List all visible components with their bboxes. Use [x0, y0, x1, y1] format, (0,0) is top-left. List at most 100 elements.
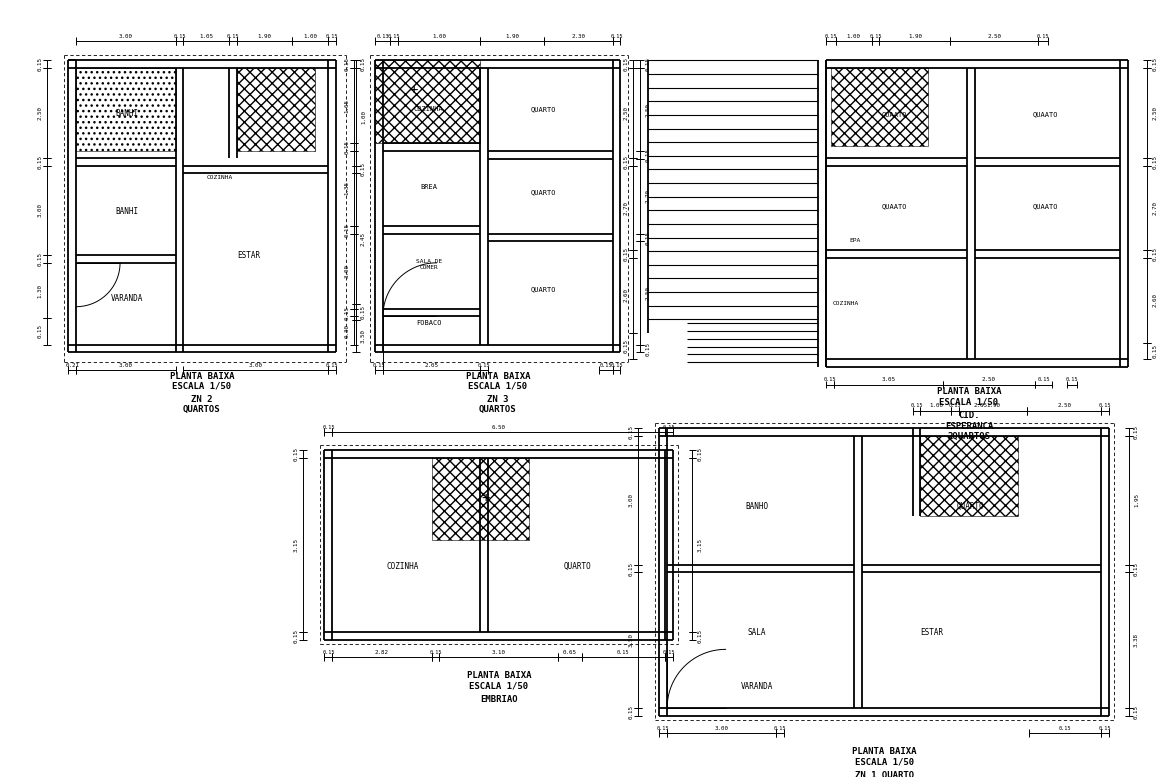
Text: ESPERANCA: ESPERANCA: [945, 422, 994, 430]
Text: 1.00: 1.00: [431, 33, 445, 39]
Text: FOBACO: FOBACO: [416, 320, 442, 326]
Text: 0.15: 0.15: [1059, 726, 1072, 730]
Text: 3.10: 3.10: [492, 650, 506, 655]
Text: 0.15: 0.15: [911, 403, 922, 409]
Text: +: +: [480, 492, 490, 506]
Text: 0.15: 0.15: [37, 325, 43, 339]
Text: 1.35: 1.35: [345, 181, 350, 195]
Text: 0.15: 0.15: [1153, 155, 1157, 169]
Text: 0.15: 0.15: [624, 155, 629, 169]
Text: 0.15: 0.15: [617, 650, 630, 655]
Text: 2.50: 2.50: [988, 33, 1002, 39]
Bar: [831, 68, 928, 146]
Text: QUAATO: QUAATO: [881, 204, 907, 209]
Text: 2.50: 2.50: [37, 106, 43, 120]
Text: 1.90: 1.90: [908, 33, 922, 39]
Text: 0.15: 0.15: [1153, 57, 1157, 71]
Text: 1.90: 1.90: [505, 33, 519, 39]
Text: EPA: EPA: [850, 238, 860, 243]
Text: 0.15: 0.15: [824, 33, 837, 39]
Text: 3.50: 3.50: [629, 633, 634, 647]
Bar: [920, 436, 1018, 516]
Text: 0.15: 0.15: [361, 57, 366, 71]
Text: 0.15: 0.15: [663, 650, 676, 655]
Text: 0.15: 0.15: [373, 363, 386, 368]
Text: 0.15: 0.15: [774, 726, 787, 730]
Text: ESCALA 1/50: ESCALA 1/50: [469, 681, 528, 691]
Text: 1.00: 1.00: [846, 33, 860, 39]
Text: PLANTA BAIXA: PLANTA BAIXA: [466, 671, 531, 680]
Text: 0.21: 0.21: [65, 363, 79, 368]
Text: 3.38: 3.38: [1134, 633, 1139, 647]
Text: 3.00: 3.00: [119, 363, 133, 368]
Text: 3.00: 3.00: [249, 363, 263, 368]
Bar: [237, 68, 314, 151]
Text: BANHO: BANHO: [745, 502, 768, 510]
Text: PLANTA BAIXA: PLANTA BAIXA: [852, 747, 916, 756]
Text: 0.15: 0.15: [478, 363, 491, 368]
Text: 0.15: 0.15: [345, 140, 350, 154]
Text: 1.00: 1.00: [929, 403, 943, 409]
Text: QUAATO: QUAATO: [1032, 111, 1058, 117]
Text: ZN 2: ZN 2: [191, 395, 213, 404]
Text: QUARTOS: QUARTOS: [479, 405, 517, 414]
Text: COZINHA: COZINHA: [832, 301, 858, 306]
Text: 0.15: 0.15: [600, 363, 613, 368]
Text: 2.65: 2.65: [974, 403, 988, 409]
Text: 0.15: 0.15: [610, 363, 623, 368]
Text: 1.00: 1.00: [304, 33, 317, 39]
Text: 2.82: 2.82: [375, 650, 389, 655]
Text: 3.00: 3.00: [37, 204, 43, 218]
Text: SALA: SALA: [747, 629, 766, 637]
Text: 0.15: 0.15: [429, 650, 442, 655]
Text: CID.: CID.: [959, 411, 980, 420]
Text: 0.15: 0.15: [323, 650, 334, 655]
Text: 0.15: 0.15: [293, 447, 299, 461]
Text: QUARTO: QUARTO: [531, 286, 556, 292]
Text: VARANDA: VARANDA: [111, 294, 143, 303]
Text: QUAATO: QUAATO: [1032, 204, 1058, 209]
Text: 0.15: 0.15: [629, 705, 634, 719]
Text: QUARTOS: QUARTOS: [184, 405, 221, 414]
Text: 0.15: 0.15: [1037, 377, 1050, 382]
Text: 0.15: 0.15: [1153, 344, 1157, 358]
Text: 0.15: 0.15: [629, 562, 634, 576]
Text: 1.90: 1.90: [987, 403, 1001, 409]
Text: QUARTO: QUARTO: [957, 502, 984, 510]
Text: ESCALA 1/50: ESCALA 1/50: [855, 758, 914, 766]
Text: 0.15: 0.15: [629, 425, 634, 439]
Text: BREA: BREA: [420, 184, 437, 190]
Text: 0.15: 0.15: [624, 57, 629, 71]
Text: 0.15: 0.15: [227, 33, 240, 39]
Text: ESCALA 1/50: ESCALA 1/50: [940, 397, 998, 406]
Text: QUARTO: QUARTO: [563, 562, 592, 571]
Bar: [375, 61, 480, 143]
Text: QUARTO: QUARTO: [531, 189, 556, 195]
Text: 2.60: 2.60: [1153, 294, 1157, 308]
Text: 2.50: 2.50: [982, 377, 996, 382]
Text: 2.30: 2.30: [572, 33, 586, 39]
Text: 2.50: 2.50: [1058, 403, 1072, 409]
Text: 2.70: 2.70: [1153, 200, 1157, 215]
Text: 2.70: 2.70: [624, 200, 629, 215]
Text: 3.15: 3.15: [293, 538, 299, 552]
Text: 0.15: 0.15: [1134, 425, 1139, 439]
Text: SALA DE
COMER: SALA DE COMER: [415, 260, 442, 270]
Text: 0.15: 0.15: [645, 148, 650, 162]
Text: 1.65: 1.65: [345, 99, 350, 113]
Text: 1.30: 1.30: [37, 284, 43, 298]
Text: 0.15: 0.15: [1037, 33, 1050, 39]
Text: 0.15: 0.15: [37, 57, 43, 71]
Text: 0.15: 0.15: [326, 363, 339, 368]
Text: 0.15: 0.15: [345, 305, 350, 319]
Bar: [76, 68, 175, 151]
Text: 0.15: 0.15: [361, 162, 366, 176]
Text: 0.15: 0.15: [361, 305, 366, 319]
Text: 0.15: 0.15: [663, 425, 676, 430]
Text: 2.50: 2.50: [624, 106, 629, 120]
Text: VARANDA: VARANDA: [740, 682, 773, 691]
Text: 0.15: 0.15: [698, 447, 703, 461]
Text: ESTAR: ESTAR: [237, 250, 261, 260]
Text: 0.15: 0.15: [823, 377, 836, 382]
Text: 0.15: 0.15: [610, 33, 623, 39]
